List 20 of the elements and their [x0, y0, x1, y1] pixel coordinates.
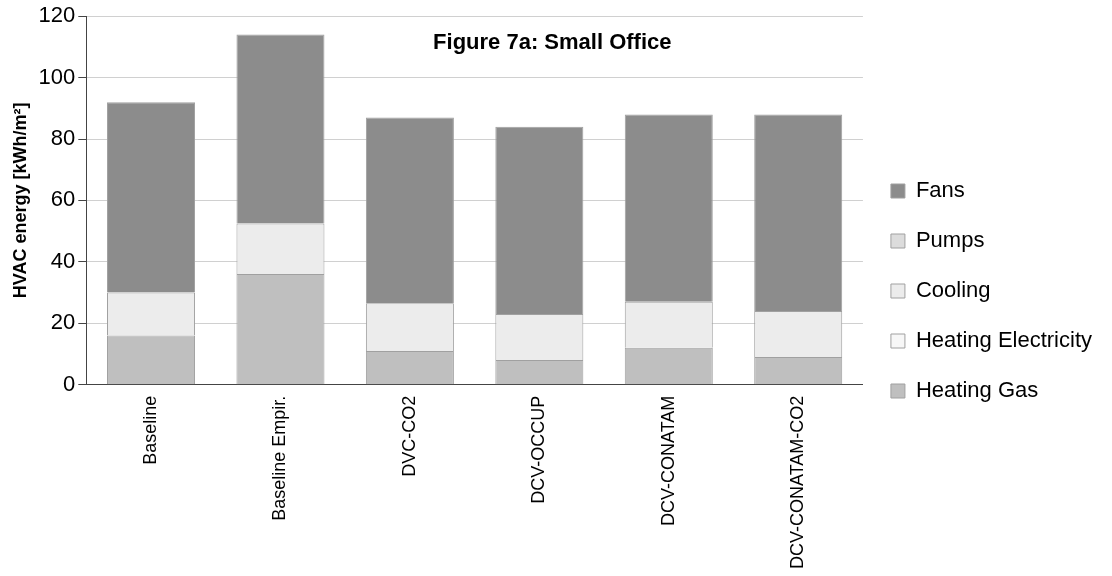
x-tick-label: DCV-CONATAM	[657, 395, 678, 527]
y-tick-label: 120	[38, 2, 76, 28]
x-tick-label: Baseline	[139, 395, 160, 465]
x-tick-label: DCV-OCCUP	[528, 395, 549, 504]
legend-label: Cooling	[915, 277, 991, 303]
text: Figure 7a: Small Office	[433, 29, 672, 55]
x-tick-label: DCV-CONATAM-CO2	[787, 395, 808, 570]
y-axis-title: HVAC energy [kWh/m²]	[9, 102, 30, 299]
legend-label: Pumps	[915, 227, 985, 253]
y-tick-label: 40	[50, 247, 76, 273]
x-tick-label: DVC-CO2	[398, 395, 419, 477]
y-tick-label: 100	[38, 63, 76, 89]
y-tick-label: 0	[63, 370, 76, 396]
legend-label: Heating Gas	[915, 377, 1039, 403]
y-tick-label: 20	[50, 309, 76, 335]
legend-label: Fans	[915, 177, 965, 203]
y-tick-label: 60	[50, 186, 76, 212]
x-tick-label: Baseline Empir.	[269, 395, 290, 521]
y-tick-label: 80	[50, 125, 76, 151]
legend-label: Heating Electricity	[915, 327, 1093, 353]
